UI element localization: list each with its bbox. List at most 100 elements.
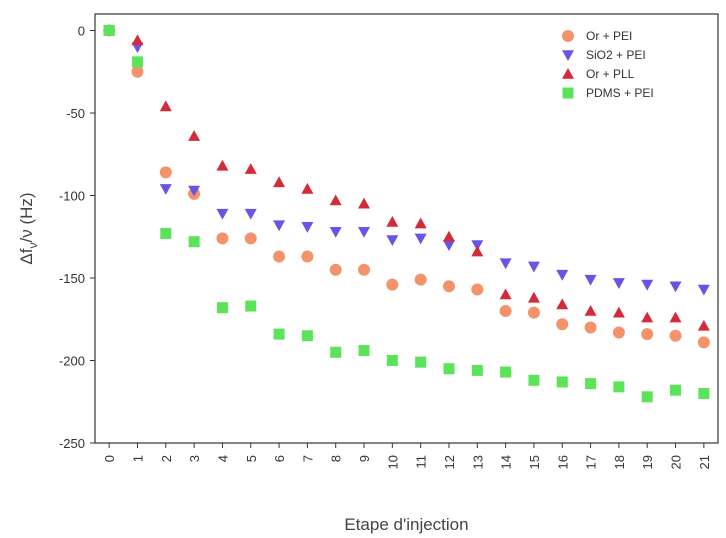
- x-axis-title: Etape d'injection: [344, 515, 468, 534]
- legend-label: PDMS + PEI: [586, 86, 654, 100]
- legend-marker: [562, 30, 574, 42]
- data-point: [527, 291, 540, 303]
- data-point: [556, 269, 569, 281]
- data-point: [159, 166, 172, 179]
- x-tick-label: 11: [414, 455, 429, 469]
- data-point: [669, 311, 682, 323]
- x-tick-label: 19: [640, 455, 655, 469]
- data-point: [329, 263, 342, 276]
- y-tick-label: -100: [59, 189, 85, 204]
- x-tick-label: 4: [215, 455, 230, 462]
- legend-marker: [562, 68, 574, 79]
- data-point: [499, 288, 512, 300]
- data-point: [244, 163, 257, 174]
- y-tick-label: -50: [66, 106, 85, 121]
- data-point: [273, 328, 285, 340]
- data-point: [131, 56, 143, 68]
- x-tick-label: 14: [499, 455, 514, 469]
- series-2: [103, 24, 710, 331]
- y-axis-title-rest: /ν (Hz): [17, 192, 36, 242]
- data-point: [442, 280, 455, 293]
- data-point: [471, 364, 483, 376]
- data-point: [527, 261, 540, 273]
- legend-marker: [562, 50, 574, 61]
- data-point: [641, 391, 653, 403]
- data-point: [612, 306, 625, 318]
- data-point: [159, 100, 172, 112]
- data-point: [584, 305, 597, 316]
- data-point: [386, 215, 399, 227]
- legend: Or + PEI SiO2 + PEI Or + PLL PDMS + PEI: [562, 29, 654, 100]
- data-point: [471, 283, 484, 296]
- series-3: [103, 25, 710, 403]
- data-point: [188, 185, 201, 197]
- data-point: [414, 217, 427, 229]
- data-point: [244, 232, 257, 245]
- data-point: [641, 311, 654, 323]
- y-axis-title-sub: ν: [26, 242, 40, 248]
- x-tick-label: 1: [130, 455, 145, 462]
- data-point: [216, 159, 229, 171]
- data-point: [273, 220, 286, 232]
- data-point: [188, 130, 201, 141]
- x-tick-label: 16: [555, 455, 570, 469]
- data-point: [244, 208, 257, 220]
- series-1: [103, 25, 710, 296]
- y-tick-label: -200: [59, 354, 85, 369]
- data-point: [414, 233, 427, 245]
- data-point: [612, 278, 625, 289]
- data-point: [670, 384, 682, 396]
- data-point: [698, 388, 710, 399]
- data-point: [386, 278, 399, 291]
- legend-label: Or + PLL: [586, 67, 635, 81]
- data-point: [585, 378, 597, 390]
- data-point: [358, 227, 371, 238]
- x-tick-label: 2: [159, 455, 174, 462]
- x-tick-label: 20: [669, 455, 684, 469]
- data-point: [556, 376, 568, 388]
- data-point: [500, 366, 512, 378]
- data-point: [301, 250, 314, 263]
- x-tick-label: 10: [385, 455, 400, 469]
- x-tick-label: 17: [584, 455, 599, 469]
- data-point: [188, 236, 200, 248]
- data-point: [159, 184, 172, 195]
- data-point: [301, 330, 313, 342]
- data-point: [443, 363, 455, 375]
- data-point: [329, 227, 342, 238]
- data-point: [556, 318, 569, 331]
- data-point: [415, 356, 427, 368]
- data-point: [613, 381, 625, 393]
- legend-label: SiO2 + PEI: [586, 48, 646, 62]
- data-point: [131, 34, 144, 46]
- x-tick-label: 18: [612, 455, 627, 469]
- data-point: [442, 240, 455, 251]
- data-point: [386, 355, 398, 366]
- y-axis-title: Δfν/ν (Hz): [17, 192, 40, 264]
- legend-marker: [562, 87, 574, 99]
- data-point: [669, 329, 682, 342]
- data-point: [358, 197, 371, 209]
- data-point: [103, 25, 115, 36]
- data-point: [471, 245, 484, 257]
- data-marks: [103, 24, 710, 403]
- data-point: [528, 374, 540, 386]
- data-point: [216, 302, 228, 314]
- data-point: [697, 319, 710, 331]
- data-point: [414, 273, 427, 286]
- y-tick-label: -150: [59, 271, 85, 286]
- data-point: [273, 176, 286, 188]
- data-point: [442, 230, 455, 242]
- x-tick-label: 6: [272, 455, 287, 462]
- x-tick-label: 9: [357, 455, 372, 462]
- data-point: [584, 274, 597, 286]
- y-tick-label: -250: [59, 436, 85, 451]
- data-point: [330, 346, 342, 358]
- data-point: [358, 263, 371, 276]
- y-axis-title-main: Δf: [17, 248, 36, 264]
- x-tick-label: 3: [187, 455, 202, 462]
- data-point: [641, 328, 654, 341]
- legend-label: Or + PEI: [586, 29, 632, 43]
- data-point: [245, 300, 257, 312]
